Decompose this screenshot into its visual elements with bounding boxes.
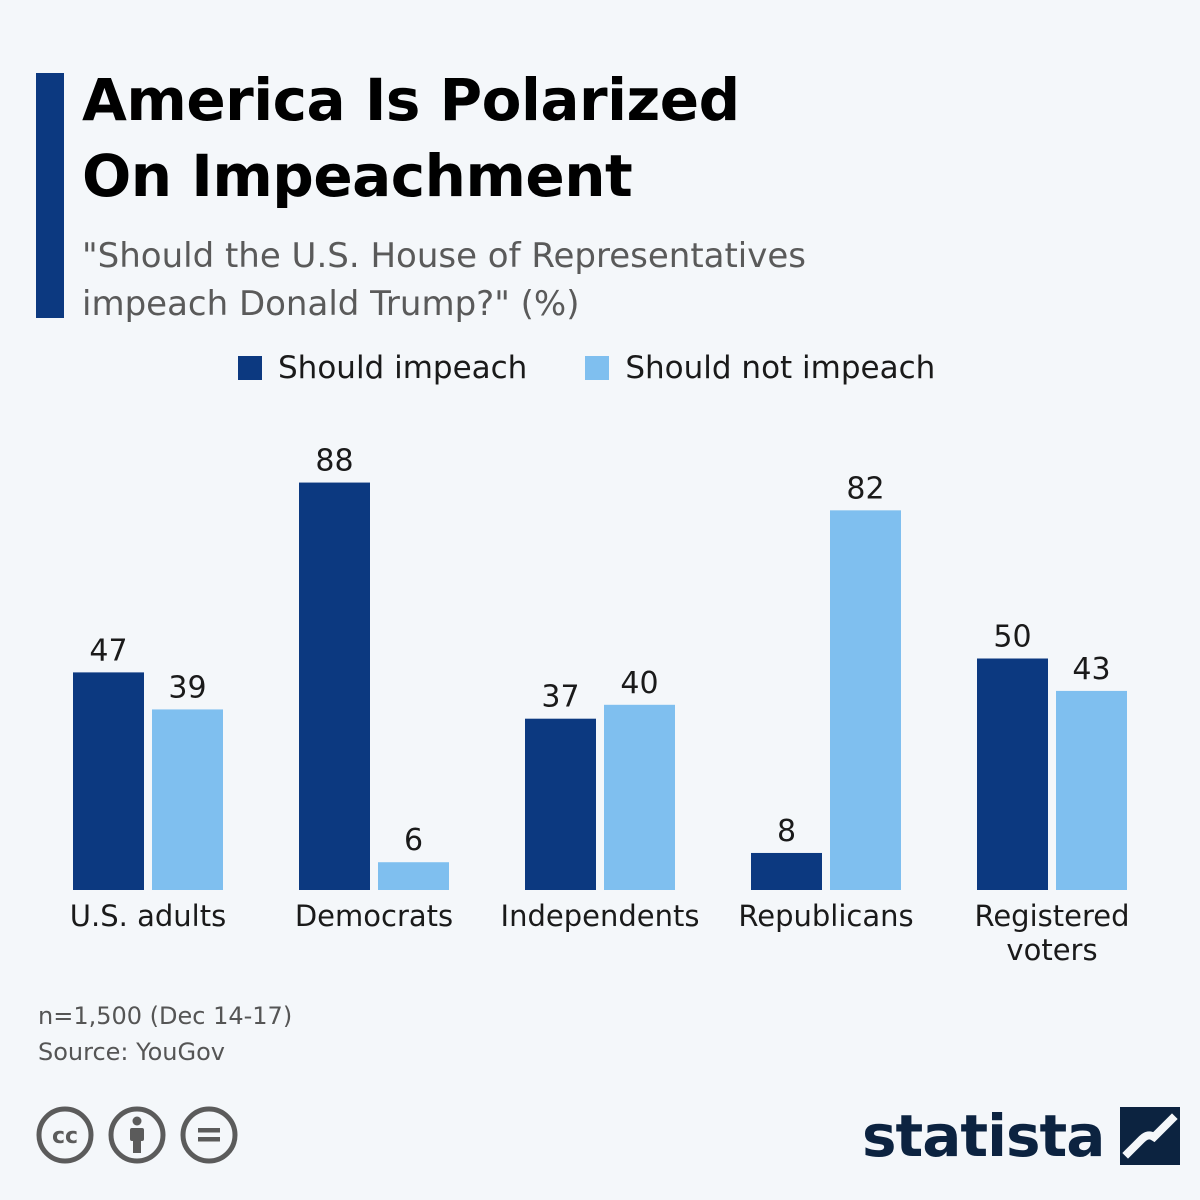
- sample-note: n=1,500 (Dec 14-17): [38, 1002, 293, 1030]
- subtitle-line-1: "Should the U.S. House of Representative…: [82, 236, 807, 276]
- data-label-republicans-should-impeach: 8: [777, 814, 796, 849]
- page-subtitle: "Should the U.S. House of Representative…: [82, 232, 982, 328]
- legend-item-should-impeach: Should impeach: [238, 350, 527, 386]
- statista-logo-icon: [1120, 1107, 1181, 1165]
- bar-registered-voters-should-impeach: [977, 658, 1048, 890]
- category-label-u-s-adults: U.S. adults: [70, 899, 226, 933]
- statista-brand[interactable]: statista: [862, 1100, 1181, 1172]
- data-label-registered-voters-should-impeach: 50: [993, 620, 1031, 655]
- bar-republicans-should-not-impeach: [830, 510, 901, 890]
- data-label-republicans-should-not-impeach: 82: [846, 471, 884, 506]
- category-label-independents: Independents: [501, 899, 700, 933]
- data-label-democrats-should-not-impeach: 6: [404, 823, 423, 858]
- legend-swatch-should-impeach: [238, 356, 262, 380]
- chart-legend: Should impeach Should not impeach: [238, 346, 993, 390]
- legend-swatch-should-not-impeach: [585, 356, 610, 380]
- category-label-registered-voters-line-1: Registered: [974, 899, 1129, 933]
- bar-independents-should-not-impeach: [604, 704, 675, 890]
- legend-item-should-not-impeach: Should not impeach: [585, 350, 935, 386]
- title-line-2: On Impeachment: [82, 142, 633, 210]
- bar-chart: 47 39 U.S. adults 88 6 Democrats 37 40 Independe…: [70, 444, 1130, 967]
- page-title: America Is Polarized On Impeachment: [82, 62, 1132, 214]
- data-label-independents-should-impeach: 37: [541, 680, 579, 715]
- bar-democrats-should-not-impeach: [378, 862, 449, 890]
- data-label-u-s-adults-should-impeach: 47: [89, 633, 127, 668]
- attribution-icon[interactable]: [108, 1106, 166, 1164]
- data-label-registered-voters-should-not-impeach: 43: [1072, 652, 1110, 687]
- bar-independents-should-impeach: [525, 718, 596, 890]
- legend-label-should-not-impeach: Should not impeach: [625, 350, 936, 386]
- subtitle-line-2: impeach Donald Trump?" (%): [82, 284, 580, 324]
- category-label-registered-voters-line-2: voters: [1006, 933, 1097, 967]
- svg-text:cc: cc: [52, 1124, 78, 1149]
- legend-label-should-impeach: Should impeach: [278, 350, 528, 386]
- title-line-1: America Is Polarized: [82, 66, 740, 134]
- category-label-republicans: Republicans: [738, 899, 913, 933]
- no-derivatives-icon[interactable]: [180, 1106, 238, 1164]
- data-label-u-s-adults-should-not-impeach: 39: [168, 670, 206, 705]
- creative-commons-icon[interactable]: cc: [36, 1106, 94, 1164]
- footer-notes: n=1,500 (Dec 14-17) Source: YouGov: [38, 998, 292, 1070]
- accent-bar: [36, 73, 64, 318]
- bar-u-s-adults-should-impeach: [73, 672, 144, 890]
- data-label-independents-should-not-impeach: 40: [620, 666, 658, 701]
- bar-u-s-adults-should-not-impeach: [152, 709, 223, 890]
- brand-name: statista: [862, 1102, 1105, 1170]
- bar-republicans-should-impeach: [751, 852, 822, 890]
- source-note: Source: YouGov: [38, 1038, 225, 1066]
- category-label-democrats: Democrats: [295, 899, 453, 933]
- data-label-democrats-should-impeach: 88: [315, 444, 353, 479]
- license-icons: cc: [36, 1106, 252, 1164]
- bar-registered-voters-should-not-impeach: [1056, 690, 1127, 890]
- bar-democrats-should-impeach: [299, 482, 370, 890]
